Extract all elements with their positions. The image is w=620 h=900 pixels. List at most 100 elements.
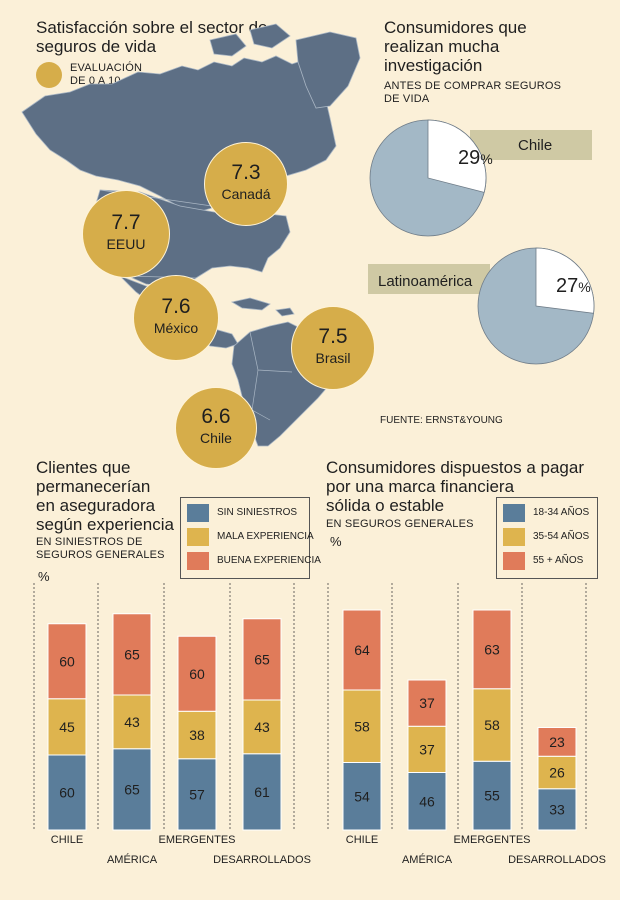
rating-legend-swatch bbox=[36, 62, 62, 88]
rating-country: Canadá bbox=[221, 186, 271, 202]
rating-value: 6.6 bbox=[201, 405, 231, 428]
pie-region-label: Latinoamérica bbox=[378, 273, 473, 290]
bar-value-label: 43 bbox=[124, 714, 140, 730]
legend-label: 55 + AÑOS bbox=[533, 555, 584, 566]
bar-segment bbox=[537, 727, 577, 757]
research-title-line1: Consumidores que bbox=[384, 18, 527, 37]
chart2-subtitle: EN SEGUROS GENERALES bbox=[326, 518, 474, 531]
bar-value-label: 57 bbox=[189, 786, 205, 802]
legend-swatch bbox=[503, 504, 525, 522]
rating-bubble: 6.6 Chile bbox=[175, 387, 257, 469]
chart1-ylabel: % bbox=[38, 569, 50, 584]
rating-value: 7.5 bbox=[318, 325, 348, 348]
bar-value-label: 46 bbox=[419, 793, 435, 809]
bar-segment bbox=[47, 623, 87, 700]
stacked-bar-chart-1: 60 45 60 CHILE 65 43 65 AMÉRICA 57 38 60 EMERGENTES… bbox=[33, 583, 311, 866]
map-title-line2: seguros de vida bbox=[36, 37, 157, 56]
bar-segment bbox=[242, 618, 282, 701]
category-label: CHILE bbox=[51, 834, 83, 846]
chart1-title: Clientes que permanecerían en asegurador… bbox=[36, 458, 174, 534]
chart2-legend: 18-34 AÑOS 35-54 AÑOS 55 + AÑOS bbox=[496, 497, 598, 579]
bar-value-label: 61 bbox=[254, 784, 270, 800]
bar-value-label: 45 bbox=[59, 719, 75, 735]
category-label: EMERGENTES bbox=[453, 834, 530, 846]
bar-value-label: 60 bbox=[59, 653, 75, 669]
legend-swatch bbox=[187, 504, 209, 522]
rating-legend-line1: EVALUACIÓN bbox=[70, 62, 143, 74]
pie-slice-share bbox=[535, 247, 595, 314]
research-title-line3: investigación bbox=[384, 56, 483, 75]
legend-label: SIN SINIESTROS bbox=[217, 507, 298, 518]
legend-label: 35-54 AÑOS bbox=[533, 531, 590, 542]
chart1-title-line: en aseguradora bbox=[36, 496, 156, 515]
legend-swatch bbox=[503, 552, 525, 570]
legend-swatch bbox=[187, 528, 209, 546]
bar-segment bbox=[242, 753, 282, 831]
pie-label-bg-latam bbox=[368, 264, 490, 294]
research-pies: Chile 29% Latinoamérica 27% bbox=[369, 119, 595, 365]
research-title-line2: realizan mucha bbox=[384, 37, 500, 56]
research-subtitle: ANTES DE COMPRAR SEGUROS DE VIDA bbox=[384, 80, 561, 106]
category-label: CHILE bbox=[346, 834, 378, 846]
bar-value-label: 37 bbox=[419, 741, 435, 757]
bar-value-label: 65 bbox=[124, 781, 140, 797]
category-label: DESARROLLADOS bbox=[213, 854, 311, 866]
bar-value-label: 38 bbox=[189, 727, 205, 743]
chart2-title-line: Consumidores dispuestos a pagar bbox=[326, 458, 584, 477]
bar-segment bbox=[472, 609, 512, 690]
chart1-title-line: permanecerían bbox=[36, 477, 151, 496]
category-label: AMÉRICA bbox=[107, 853, 158, 866]
bar-value-label: 63 bbox=[484, 641, 500, 657]
research-title: Consumidores que realizan mucha investig… bbox=[384, 18, 527, 75]
bar-segment bbox=[177, 635, 217, 712]
pie-value-label: 27% bbox=[556, 275, 591, 297]
bar-value-label: 55 bbox=[484, 788, 500, 804]
bar-value-label: 37 bbox=[419, 695, 435, 711]
chart1-subtitle: EN SINIESTROS DE SEGUROS GENERALES bbox=[36, 536, 165, 562]
category-label: AMÉRICA bbox=[402, 853, 453, 866]
chart2-title-line: sólida o estable bbox=[326, 496, 445, 515]
bar-segment bbox=[242, 699, 282, 755]
bar-value-label: 65 bbox=[254, 651, 270, 667]
bar-value-label: 58 bbox=[484, 717, 500, 733]
bar-value-label: 60 bbox=[59, 785, 75, 801]
bar-segment bbox=[112, 748, 152, 831]
bar-segment bbox=[177, 758, 217, 831]
rating-country: México bbox=[153, 320, 199, 336]
bar-value-label: 58 bbox=[354, 718, 370, 734]
bar-value-label: 43 bbox=[254, 719, 270, 735]
legend-label: BUENA EXPERIENCIA bbox=[217, 555, 321, 566]
bar-segment bbox=[47, 698, 87, 756]
chart2-title-line: por una marca financiera bbox=[326, 477, 515, 496]
chart1-subtitle-line: EN SINIESTROS DE bbox=[36, 536, 143, 548]
bar-segment bbox=[472, 688, 512, 762]
pie-region-label: Chile bbox=[518, 137, 552, 154]
rating-country: Chile bbox=[200, 430, 232, 446]
rating-value: 7.3 bbox=[231, 161, 261, 184]
map-title-line1: Satisfacción sobre el sector de bbox=[36, 18, 268, 37]
pie-chart: Latinoamérica 27% bbox=[378, 247, 595, 365]
legend-label: MALA EXPERIENCIA bbox=[217, 531, 314, 542]
rating-country: EEUU bbox=[106, 236, 146, 252]
bar-segment bbox=[472, 760, 512, 831]
bar-segment bbox=[112, 694, 152, 750]
chart2-subtitle-line: EN SEGUROS GENERALES bbox=[326, 518, 474, 530]
chart2-ylabel: % bbox=[330, 534, 342, 549]
research-subtitle-line1: ANTES DE COMPRAR SEGUROS bbox=[384, 80, 562, 92]
pie-value-unit: % bbox=[480, 151, 492, 167]
bar-segment bbox=[407, 725, 447, 773]
research-subtitle-line2: DE VIDA bbox=[384, 93, 430, 105]
chart1-title-line: según experiencia bbox=[36, 515, 174, 534]
rating-bubble: 7.6 México bbox=[133, 275, 219, 361]
legend-swatch bbox=[187, 552, 209, 570]
pie-value-label: 29% bbox=[458, 147, 493, 169]
bar-value-label: 33 bbox=[549, 801, 565, 817]
bar-segment bbox=[407, 679, 447, 727]
pie-slice-share bbox=[427, 119, 487, 193]
rating-country: Brasil bbox=[315, 350, 351, 366]
pie-chart: Chile 29% bbox=[369, 119, 552, 237]
bar-value-label: 26 bbox=[549, 765, 565, 781]
category-label: DESARROLLADOS bbox=[508, 854, 606, 866]
chart1-title-line: Clientes que bbox=[36, 458, 131, 477]
bar-value-label: 65 bbox=[124, 646, 140, 662]
